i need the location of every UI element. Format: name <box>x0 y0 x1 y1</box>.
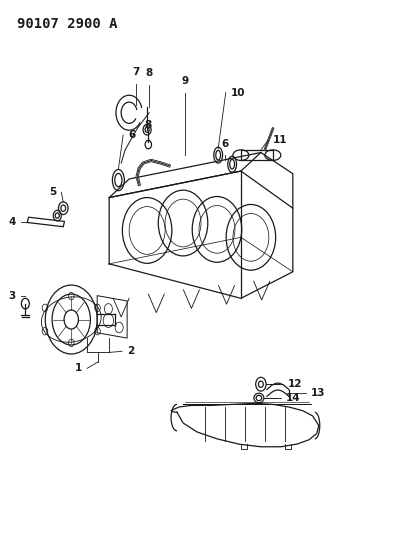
Text: 6: 6 <box>128 130 135 140</box>
Text: 3: 3 <box>8 290 16 301</box>
Text: 8: 8 <box>144 120 152 130</box>
Text: 6: 6 <box>221 139 228 149</box>
Text: 7: 7 <box>132 67 140 77</box>
Text: 14: 14 <box>285 393 300 403</box>
Text: 1: 1 <box>75 364 82 373</box>
Text: 13: 13 <box>310 387 324 398</box>
Text: 8: 8 <box>145 68 152 78</box>
Text: 90107 2900 A: 90107 2900 A <box>17 17 117 31</box>
Text: 12: 12 <box>287 379 302 389</box>
Text: 4: 4 <box>8 217 16 228</box>
Text: 10: 10 <box>230 87 245 98</box>
Text: 5: 5 <box>49 187 57 197</box>
Text: 11: 11 <box>272 135 287 146</box>
Text: 9: 9 <box>181 76 188 86</box>
Text: 2: 2 <box>126 346 134 357</box>
